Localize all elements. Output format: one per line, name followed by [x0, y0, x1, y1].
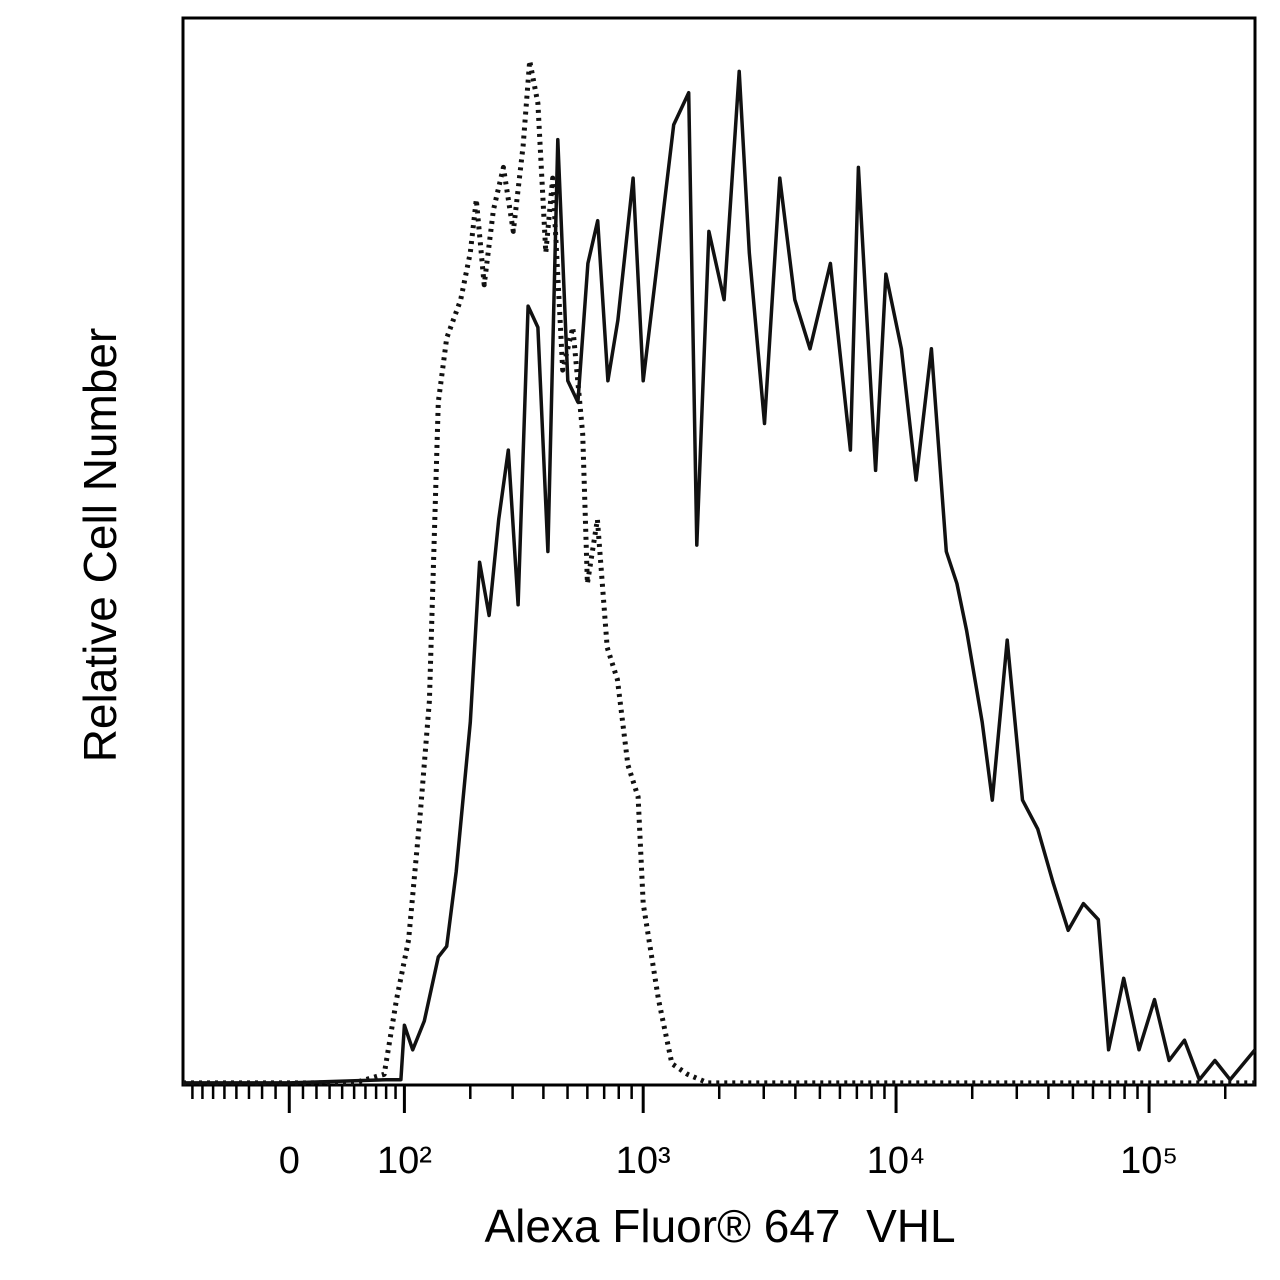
x-tick-label: 0 [279, 1140, 300, 1182]
plot-frame [181, 16, 1257, 1087]
x-tick-label: 10² [377, 1140, 432, 1182]
y-axis-label: Relative Cell Number [74, 328, 126, 763]
x-tick-label: 10³ [616, 1140, 671, 1182]
x-axis-label: Alexa Fluor® 647 VHL [484, 1200, 955, 1252]
histogram-line [183, 58, 1255, 1086]
x-tick-label: 10⁵ [1120, 1140, 1178, 1182]
x-tick-label: 10⁴ [867, 1140, 926, 1182]
histogram-line [183, 69, 1257, 1085]
